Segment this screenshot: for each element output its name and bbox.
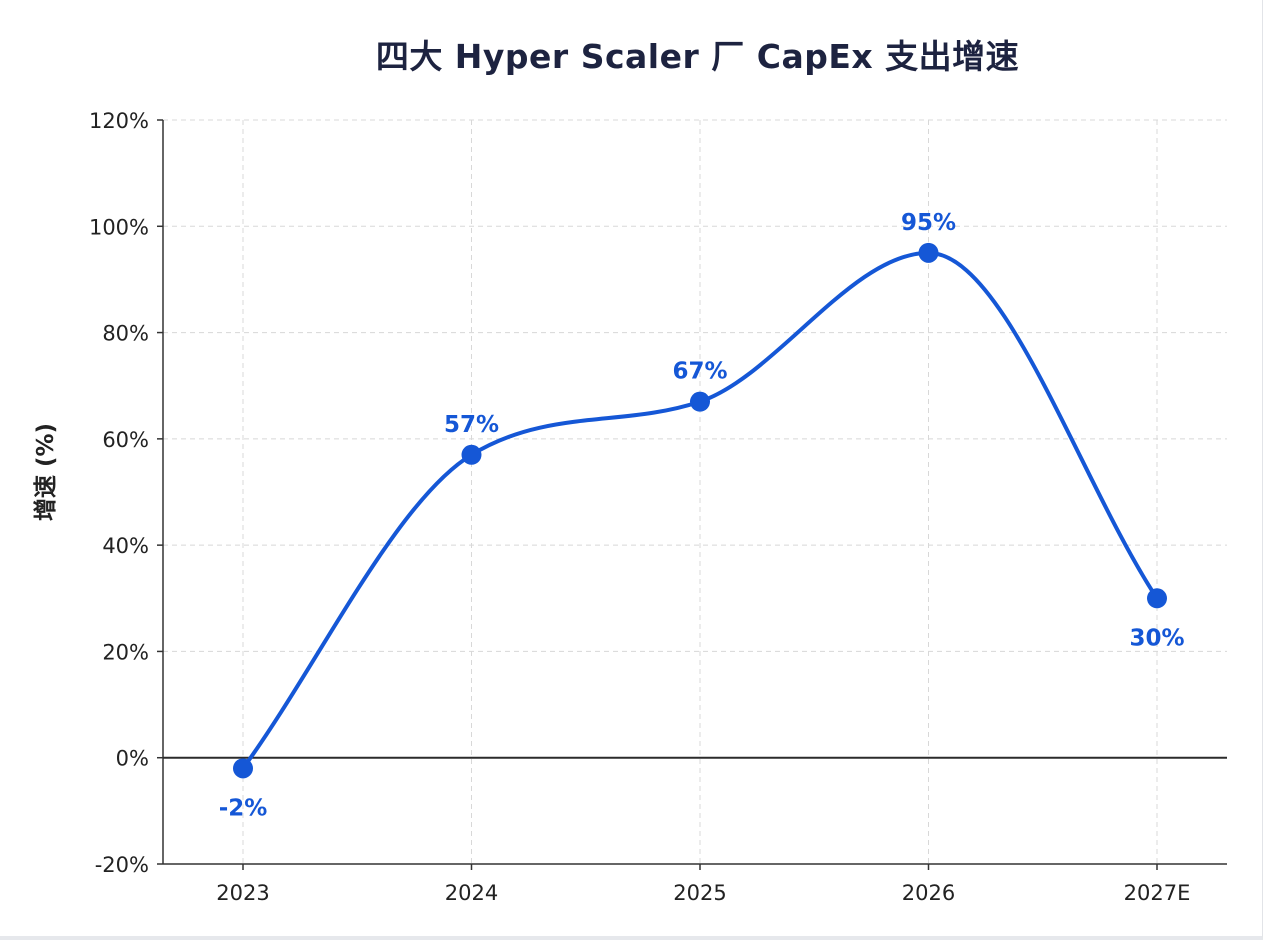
data-point [461, 444, 482, 465]
y-tick-label: 80% [102, 322, 149, 346]
data-label: 95% [901, 210, 956, 236]
data-label: -2% [219, 795, 268, 821]
x-tick-label: 2026 [902, 881, 955, 905]
data-label: 57% [444, 412, 499, 438]
x-tick-label: 2023 [216, 881, 269, 905]
x-tick-label: 2025 [673, 881, 726, 905]
series-line [241, 250, 1159, 771]
data-point [690, 391, 710, 412]
data-point [918, 242, 939, 263]
axes: -20% 0% 20% 40% 60% 80% 100% 120% 2023 2024 2025 20… [89, 109, 1227, 905]
y-axis-label: 增速 (%) [32, 423, 59, 521]
data-label: 30% [1129, 625, 1184, 651]
series-layer [233, 242, 1167, 779]
y-tick-label: 0% [116, 747, 149, 771]
chart-title: 四大 Hyper Scaler 厂 CapEx 支出增速 [375, 37, 1020, 76]
x-tick-label: 2027E [1124, 881, 1191, 905]
y-tick-label: 100% [89, 215, 149, 239]
y-tick-label: -20% [95, 853, 149, 877]
y-tick-label: 120% [89, 109, 149, 133]
data-labels: -2% 57% 67% 95% 30% [219, 210, 1185, 821]
data-label: 67% [672, 359, 727, 385]
y-tick-label: 40% [102, 534, 149, 558]
y-tick-label: 60% [102, 428, 149, 452]
grid-lines [163, 119, 1227, 864]
x-tick-label: 2024 [445, 881, 498, 905]
y-tick-label: 20% [102, 640, 149, 664]
data-point [233, 758, 253, 779]
data-point [1147, 588, 1167, 609]
